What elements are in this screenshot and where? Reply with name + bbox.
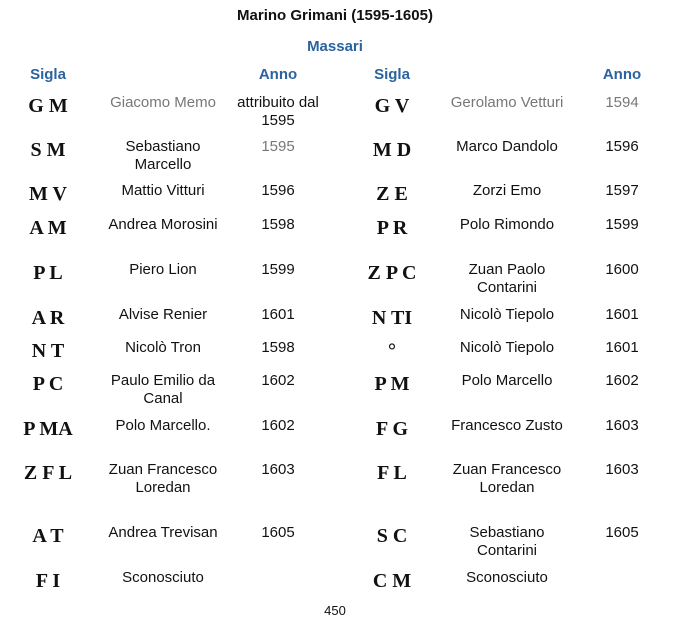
page-number: 450 (324, 603, 346, 618)
left-sigla: A M (29, 217, 67, 239)
left-name: Zuan Francesco Loredan (108, 461, 218, 496)
right-sigla: P R (376, 217, 408, 239)
right-name: Marco Dandolo (456, 138, 558, 155)
left-anno: 1602 (261, 372, 295, 389)
right-anno: 1603 (605, 461, 639, 478)
left-sigla: S M (30, 139, 66, 161)
left-anno: 1596 (261, 182, 295, 199)
right-sigla: P M (374, 373, 410, 395)
right-name: Zorzi Emo (472, 182, 542, 199)
header-sigla-right: Sigla (374, 66, 410, 83)
right-name: Francesco Zusto (451, 417, 563, 434)
right-name: Zuan Francesco Loredan (452, 461, 562, 496)
header-sigla-left: Sigla (30, 66, 66, 83)
header-anno-left: Anno (258, 66, 298, 83)
left-anno: 1598 (261, 339, 295, 356)
left-sigla: A T (32, 525, 64, 547)
right-name: Nicolò Tiepolo (459, 306, 555, 323)
left-sigla: G M (28, 95, 68, 117)
left-anno: 1598 (261, 216, 295, 233)
right-anno: 1601 (605, 339, 639, 356)
right-sigla: N TI (371, 307, 413, 329)
header-anno-right: Anno (602, 66, 642, 83)
left-name: Sebastiano Marcello (125, 138, 201, 173)
page-title: Marino Grimani (1595-1605) (237, 7, 433, 24)
left-name: Mattio Vitturi (121, 182, 205, 199)
right-anno: 1600 (605, 261, 639, 278)
left-anno: 1605 (261, 524, 295, 541)
left-sigla: P C (32, 373, 64, 395)
left-name: Polo Marcello. (115, 417, 211, 434)
left-name: Giacomo Memo (110, 94, 216, 111)
left-anno: 1602 (261, 417, 295, 434)
left-name: Andrea Trevisan (108, 524, 218, 541)
left-sigla: A R (31, 307, 65, 329)
right-anno: 1594 (605, 94, 639, 111)
right-name: Sconosciuto (466, 569, 548, 586)
left-name: Paulo Emilio da Canal (110, 372, 216, 407)
left-anno: 1603 (261, 461, 295, 478)
left-sigla: F I (35, 570, 61, 592)
right-anno: 1599 (605, 216, 639, 233)
left-sigla: Z F L (23, 462, 73, 484)
right-anno: 1597 (605, 182, 639, 199)
left-anno: 1601 (261, 306, 295, 323)
right-name: Polo Marcello (461, 372, 553, 389)
left-name: Nicolò Tron (125, 339, 201, 356)
right-sigla: F G (375, 418, 409, 440)
right-anno: 1602 (605, 372, 639, 389)
right-anno: 1603 (605, 417, 639, 434)
right-sigla: M D (372, 139, 412, 161)
right-name: Polo Rimondo (459, 216, 555, 233)
right-sigla: ° (388, 340, 396, 362)
right-name: Gerolamo Vetturi (450, 94, 564, 111)
left-name: Alvise Renier (118, 306, 208, 323)
right-name: Zuan Paolo Contarini (468, 261, 546, 296)
right-sigla: Z P C (367, 262, 417, 284)
right-anno: 1596 (605, 138, 639, 155)
right-sigla: Z E (376, 183, 408, 205)
right-anno: 1601 (605, 306, 639, 323)
section-title: Massari (307, 38, 363, 55)
right-sigla: G V (374, 95, 410, 117)
right-sigla: F L (377, 462, 407, 484)
left-anno: 1599 (261, 261, 295, 278)
right-sigla: S C (376, 525, 408, 547)
right-name: Nicolò Tiepolo (459, 339, 555, 356)
left-name: Piero Lion (129, 261, 197, 278)
left-sigla: N T (31, 340, 65, 362)
left-anno: attribuito dal 1595 (237, 94, 319, 129)
right-sigla: C M (372, 570, 412, 592)
left-sigla: P MA (23, 418, 73, 440)
left-name: Andrea Morosini (108, 216, 218, 233)
left-name: Sconosciuto (122, 569, 204, 586)
left-anno: 1595 (261, 138, 295, 155)
left-sigla: M V (29, 183, 67, 205)
left-sigla: P L (33, 262, 63, 284)
right-anno: 1605 (605, 524, 639, 541)
right-name: Sebastiano Contarini (469, 524, 545, 559)
